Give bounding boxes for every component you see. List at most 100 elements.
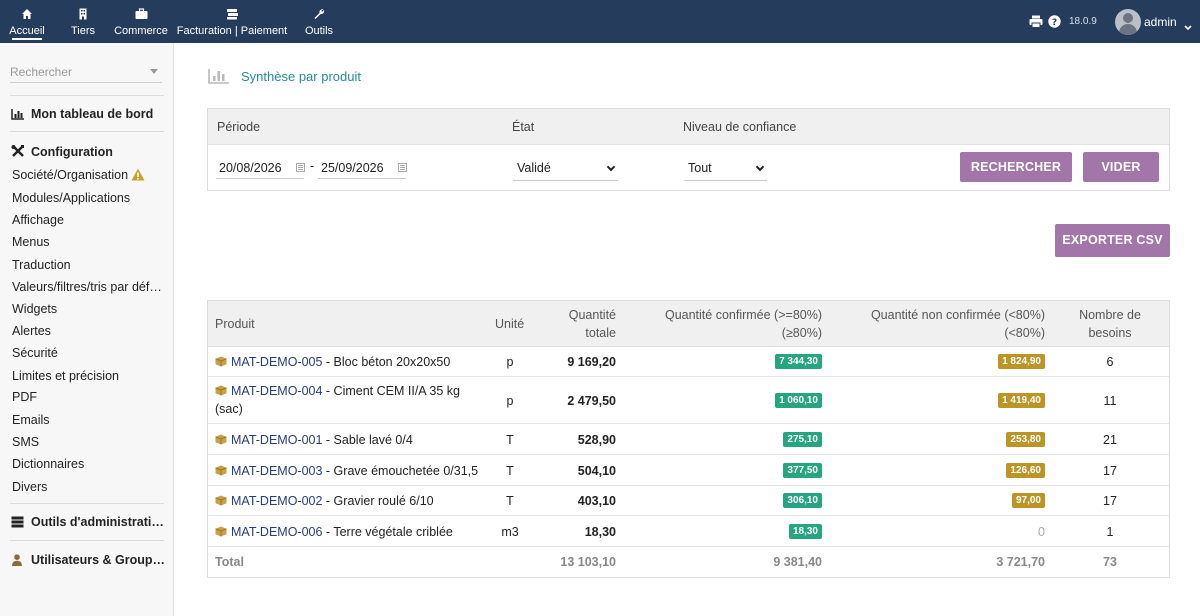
sidebar-dashboard[interactable]: Mon tableau de bord: [11, 107, 153, 123]
state-select-value: Validé: [517, 161, 551, 175]
sidebar-divider: [10, 131, 164, 132]
money-icon: [176, 8, 288, 22]
sidebar-divider: [10, 540, 164, 541]
warning-icon: [131, 168, 145, 184]
sidebar-item-modules[interactable]: Modules/Applications: [12, 191, 131, 205]
sidebar-search[interactable]: [10, 61, 162, 83]
username-label[interactable]: admin: [1144, 15, 1177, 29]
export-csv-button[interactable]: EXPORTER CSV: [1055, 224, 1170, 257]
col-needs-line2: besoins: [1088, 326, 1132, 340]
chevron-down-icon: [755, 162, 765, 172]
total-confirmed: 9 381,40: [773, 555, 822, 569]
user-menu-chevron-icon[interactable]: [1184, 19, 1192, 34]
col-qty-confirmed[interactable]: Quantité confirmée (>=80%) (≥80%): [622, 306, 822, 342]
nav-facturation[interactable]: Facturation | Paiement: [176, 0, 288, 43]
sidebar-admin-tools-label: Outils d'administrati…: [31, 515, 164, 529]
sidebar-item-affichage[interactable]: Affichage: [12, 213, 64, 227]
col-qty-total-line1: Quantité: [568, 308, 616, 322]
product-cell: MAT-DEMO-002 - Gravier roulé 6/10: [215, 492, 485, 510]
sidebar-divider: [10, 95, 164, 96]
product-cell: MAT-DEMO-001 - Sable lavé 0/4: [215, 431, 485, 449]
sidebar-configuration[interactable]: Configuration: [11, 145, 113, 161]
nav-accueil-label: Accueil: [9, 25, 45, 37]
state-label: État: [512, 120, 535, 134]
product-cell: MAT-DEMO-005 - Bloc béton 20x20x50: [215, 353, 485, 371]
sidebar-search-input[interactable]: [10, 61, 140, 83]
total-needs: 73: [1103, 555, 1117, 569]
sidebar-item-emails[interactable]: Emails: [12, 413, 50, 427]
date-to-input[interactable]: [318, 157, 406, 179]
sidebar-admin-tools[interactable]: Outils d'administrati…: [11, 515, 164, 531]
user-avatar[interactable]: [1115, 9, 1141, 35]
server-icon: [11, 516, 25, 531]
product-link[interactable]: MAT-DEMO-003: [231, 464, 323, 478]
product-box-icon: [215, 354, 227, 367]
filter-panel: Période État Niveau de confiance - Valid…: [207, 108, 1170, 191]
nav-commerce[interactable]: Commerce: [112, 0, 170, 43]
print-icon[interactable]: [1029, 15, 1043, 31]
product-label: - Grave émouchetée 0/31,5: [322, 464, 479, 478]
needs-cell: 11: [1103, 394, 1117, 408]
col-needs-line1: Nombre de: [1079, 308, 1141, 322]
period-label: Période: [217, 120, 261, 134]
col-qty-total-line2: totale: [585, 326, 616, 340]
calendar-icon[interactable]: [296, 163, 305, 172]
state-select[interactable]: Validé: [513, 157, 618, 181]
sidebar-item-dictionnaires[interactable]: Dictionnaires: [12, 457, 85, 471]
nav-commerce-label: Commerce: [114, 25, 168, 37]
calendar-icon[interactable]: [398, 163, 407, 172]
product-cell: MAT-DEMO-004 - Ciment CEM II/A 35 kg (sac…: [215, 382, 485, 418]
product-link[interactable]: MAT-DEMO-005: [231, 355, 323, 369]
table-row: MAT-DEMO-006 - Terre végétale criblée m3 1…: [207, 516, 1170, 547]
unit-cell: T: [506, 494, 514, 508]
sidebar-users-groups[interactable]: Utilisateurs & Group…: [11, 553, 165, 569]
nav-outils[interactable]: Outils: [300, 0, 338, 43]
sidebar-configuration-label: Configuration: [31, 145, 113, 159]
sidebar-users-groups-label: Utilisateurs & Group…: [31, 553, 166, 567]
needs-cell: 1: [1106, 525, 1114, 539]
sidebar-item-menus[interactable]: Menus: [12, 235, 50, 249]
chevron-down-icon: [150, 69, 158, 74]
col-unit[interactable]: Unité: [495, 317, 525, 331]
sidebar-item-sms[interactable]: SMS: [12, 435, 40, 449]
confidence-select[interactable]: Tout: [684, 157, 767, 181]
col-qty-unconfirmed[interactable]: Quantité non confirmée (<80%) (<80%): [838, 306, 1045, 342]
product-link[interactable]: MAT-DEMO-004: [231, 384, 323, 398]
total-label: Total: [215, 555, 244, 569]
qty-unconfirmed-cell: 0: [1038, 525, 1045, 539]
nav-accueil[interactable]: Accueil: [4, 0, 50, 43]
qty-confirmed-badge: 275,10: [783, 432, 822, 447]
clear-button[interactable]: VIDER: [1083, 152, 1159, 182]
user-icon: [11, 554, 25, 569]
unit-cell: T: [506, 464, 514, 478]
sidebar-item-valeurs[interactable]: Valeurs/filtres/tris par déf…: [12, 280, 162, 294]
col-product[interactable]: Produit: [215, 317, 255, 331]
col-qty-total[interactable]: Quantité totale: [538, 306, 616, 342]
confidence-label: Niveau de confiance: [683, 120, 797, 134]
sidebar-item-limites[interactable]: Limites et précision: [12, 369, 119, 383]
sidebar-item-societe[interactable]: Société/Organisation: [12, 168, 145, 184]
date-from-input[interactable]: [216, 157, 304, 179]
svg-text:?: ?: [1052, 18, 1057, 28]
sidebar-item-securite[interactable]: Sécurité: [12, 346, 58, 360]
product-link[interactable]: MAT-DEMO-001: [231, 433, 323, 447]
product-link[interactable]: MAT-DEMO-002: [231, 494, 323, 508]
sidebar-item-alertes[interactable]: Alertes: [12, 324, 51, 338]
home-icon: [4, 8, 50, 22]
product-link[interactable]: MAT-DEMO-006: [231, 525, 323, 539]
col-qty-confirmed-line1: Quantité confirmée (>=80%): [664, 308, 822, 322]
qty-confirmed-badge: 1 060,10: [775, 393, 822, 408]
search-button[interactable]: RECHERCHER: [960, 152, 1072, 182]
sidebar-item-traduction[interactable]: Traduction: [12, 258, 71, 272]
qty-unconfirmed-badge: 253,80: [1006, 432, 1045, 447]
col-needs[interactable]: Nombre de besoins: [1070, 306, 1150, 342]
sidebar-item-divers[interactable]: Divers: [12, 480, 48, 494]
sidebar-item-pdf[interactable]: PDF: [12, 390, 37, 404]
help-icon[interactable]: ?: [1048, 15, 1061, 31]
sidebar-item-widgets[interactable]: Widgets: [12, 302, 58, 316]
sidebar-item-label: Société/Organisation: [12, 168, 129, 182]
total-unconfirmed: 3 721,70: [996, 555, 1045, 569]
nav-tiers[interactable]: Tiers: [64, 0, 102, 43]
product-label: - Ciment CEM II/A 35 kg: [322, 384, 460, 398]
date-separator: -: [310, 159, 315, 173]
